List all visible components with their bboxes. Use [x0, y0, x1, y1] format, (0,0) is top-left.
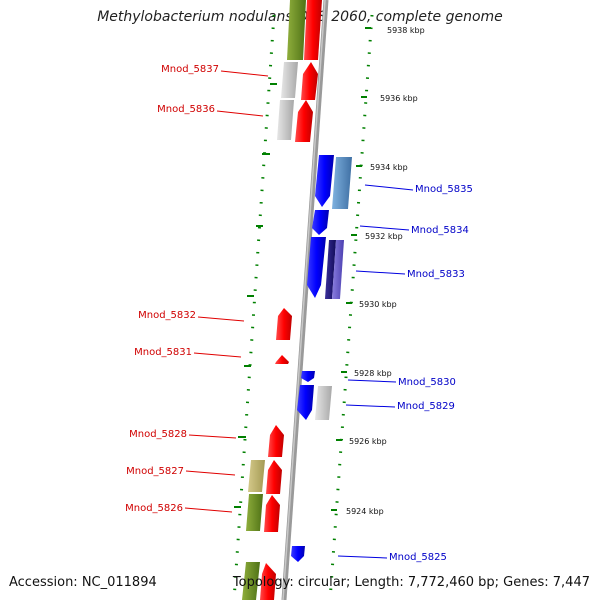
genome-backbone: [281, 0, 329, 600]
gene-arrow-forward: [304, 0, 322, 60]
gene-label-forward[interactable]: Mnod_5831: [134, 347, 192, 358]
label-leader: [359, 225, 410, 231]
gene-box-green: [246, 494, 263, 531]
label-leader: [337, 555, 388, 559]
gene-arrow-reverse: [291, 546, 305, 562]
gene-arrow-forward: [295, 100, 313, 142]
gene-label-reverse[interactable]: Mnod_5835: [415, 184, 473, 195]
gene-box-green: [287, 0, 306, 60]
gene-label-forward[interactable]: Mnod_5826: [125, 503, 183, 514]
label-leader: [185, 470, 236, 476]
scale-label: 5928 kbp: [354, 369, 392, 378]
gc-track-outer: [328, 14, 374, 600]
scale-label: 5934 kbp: [370, 163, 408, 172]
gene-arrow-forward: [276, 308, 292, 340]
gene-label-reverse[interactable]: Mnod_5825: [389, 552, 447, 563]
gene-arrow-forward: [260, 563, 276, 600]
scale-label: 5926 kbp: [349, 437, 387, 446]
gene-arrow-reverse: [312, 210, 329, 235]
scale-label: 5930 kbp: [359, 300, 397, 309]
gene-box-khaki: [248, 460, 265, 492]
reverse-genes: [291, 155, 334, 562]
label-leader: [364, 184, 414, 191]
accession-text: Accession: NC_011894: [9, 575, 157, 590]
label-leader: [193, 352, 242, 358]
scale-labels: 5938 kbp 5936 kbp 5934 kbp 5932 kbp 5930…: [346, 26, 425, 516]
gene-arrow-reverse: [301, 371, 315, 382]
gene-arrow-forward: [268, 425, 284, 457]
gene-label-forward[interactable]: Mnod_5837: [161, 64, 219, 75]
gc-skew-marks: [234, 83, 277, 508]
gene-label-forward[interactable]: Mnod_5832: [138, 310, 196, 321]
scale-label: 5924 kbp: [346, 507, 384, 516]
label-leader: [216, 110, 264, 117]
gene-label-reverse[interactable]: Mnod_5829: [397, 401, 455, 412]
label-leader: [220, 70, 269, 77]
genome-backbone-highlight: [282, 0, 326, 600]
gene-box-slate: [332, 240, 344, 299]
gene-box-grey: [315, 386, 332, 420]
gene-label-reverse[interactable]: Mnod_5833: [407, 269, 465, 280]
gene-box-green: [242, 562, 260, 600]
gene-arrow-forward: [266, 460, 282, 494]
gene-arrow-forward: [275, 355, 289, 364]
gene-arrow-forward: [264, 495, 280, 532]
gene-label-forward[interactable]: Mnod_5828: [129, 429, 187, 440]
scale-ticks: [331, 27, 371, 511]
gene-box-navy: [325, 240, 336, 299]
cog-features: [242, 0, 352, 600]
gene-label-reverse[interactable]: Mnod_5834: [411, 225, 469, 236]
label-leader: [355, 270, 406, 275]
gene-arrow-forward: [301, 62, 318, 100]
forward-label-group: Mnod_5837 Mnod_5836 Mnod_5832 Mnod_5831 …: [125, 64, 269, 514]
label-leader: [347, 379, 397, 383]
gene-label-forward[interactable]: Mnod_5827: [126, 466, 184, 477]
gene-box-steel: [332, 157, 352, 209]
scale-label: 5932 kbp: [365, 232, 403, 241]
gene-box-grey: [281, 62, 298, 98]
gene-box-grey: [277, 100, 294, 140]
gene-label-reverse[interactable]: Mnod_5830: [398, 377, 456, 388]
forward-genes: [260, 0, 322, 600]
label-leader: [188, 434, 237, 439]
label-leader: [345, 404, 396, 408]
gene-label-forward[interactable]: Mnod_5836: [157, 104, 215, 115]
scale-label: 5938 kbp: [387, 26, 425, 35]
topology-text: Topology: circular; Length: 7,772,460 bp…: [232, 575, 590, 590]
gene-arrow-reverse: [315, 155, 334, 207]
reverse-label-group: Mnod_5835 Mnod_5834 Mnod_5833 Mnod_5830 …: [337, 184, 473, 563]
label-leader: [197, 316, 245, 322]
gene-arrow-reverse: [307, 237, 326, 298]
scale-label: 5936 kbp: [380, 94, 418, 103]
gene-arrow-reverse: [297, 385, 314, 420]
label-leader: [184, 507, 233, 513]
gc-track-inner: [232, 14, 276, 600]
